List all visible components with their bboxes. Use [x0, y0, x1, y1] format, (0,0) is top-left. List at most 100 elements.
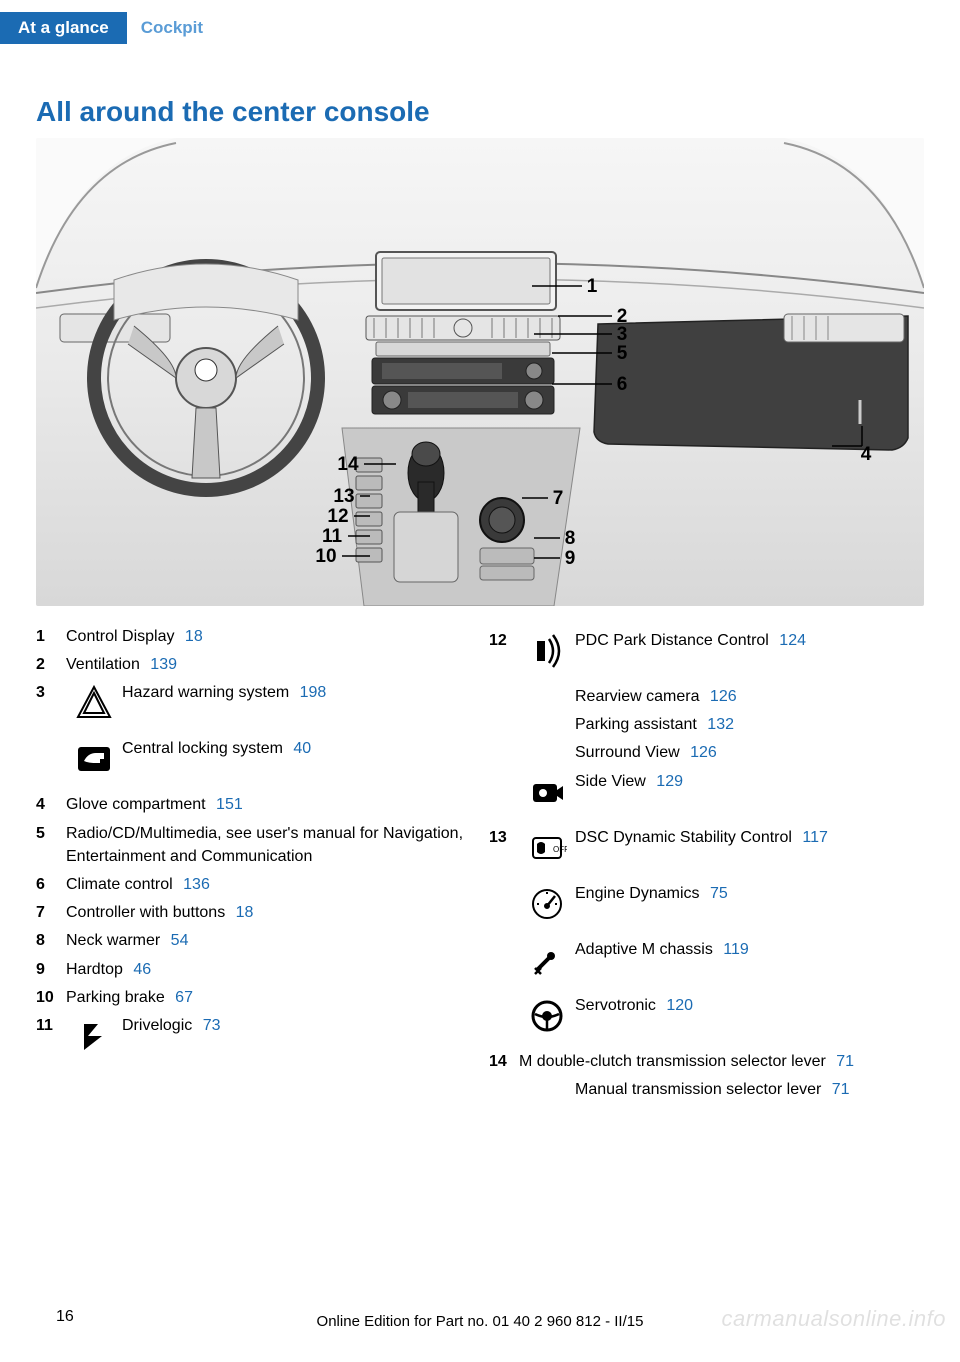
page-ref[interactable]: 120 — [662, 997, 693, 1014]
item-text: Servotronic 120 — [575, 994, 924, 1036]
item-number — [489, 994, 519, 1036]
list-row: Central locking system 40 — [36, 737, 471, 779]
page-ref[interactable]: 18 — [180, 628, 202, 645]
callout-4: 4 — [861, 444, 872, 465]
item-label: Engine Dynamics — [575, 885, 700, 902]
callout-14: 14 — [337, 454, 359, 475]
item-number: 5 — [36, 822, 66, 868]
list-row: 5Radio/CD/Multimedia, see user's manual … — [36, 822, 471, 868]
page-ref[interactable]: 46 — [129, 961, 151, 978]
callout-10: 10 — [315, 546, 336, 567]
list-row: 3Hazard warning system 198 — [36, 681, 471, 723]
spacer — [519, 685, 575, 708]
item-label: Ventilation — [66, 656, 140, 673]
watermark: carmanualsonline.info — [721, 1306, 946, 1332]
callout-8: 8 — [565, 528, 576, 549]
page-ref[interactable]: 124 — [775, 632, 806, 649]
callout-13: 13 — [333, 486, 354, 507]
item-label: PDC Park Distance Control — [575, 632, 769, 649]
item-number — [489, 938, 519, 980]
item-number: 13 — [489, 826, 519, 868]
list-row: Rearview camera 126 — [489, 685, 924, 708]
item-text: Manual transmission selector lever 71 — [575, 1078, 924, 1101]
page-ref[interactable]: 40 — [289, 740, 311, 757]
list-row: 1Control Display 18 — [36, 625, 471, 648]
list-row: 13OFFDSC Dynamic Stability Control 117 — [489, 826, 924, 868]
page-ref[interactable]: 71 — [827, 1081, 849, 1098]
page-ref[interactable]: 151 — [212, 796, 243, 813]
page-ref[interactable]: 126 — [686, 744, 717, 761]
page-ref[interactable]: 54 — [166, 932, 188, 949]
item-label: Hazard warning system — [122, 684, 289, 701]
item-number: 14 — [489, 1050, 519, 1073]
item-text: Adaptive M chassis 119 — [575, 938, 924, 980]
item-text: Parking brake 67 — [66, 986, 471, 1009]
list-row: 14M double-clutch transmission selector … — [489, 1050, 924, 1073]
item-label: Side View — [575, 773, 646, 790]
page-ref[interactable]: 75 — [706, 885, 728, 902]
spacer — [519, 713, 575, 736]
page-ref[interactable]: 18 — [231, 904, 253, 921]
list-row: 12PDC Park Distance Control 124 — [489, 629, 924, 671]
dsc-off-icon: OFF — [519, 826, 575, 868]
item-label: M double-clutch transmission selector le… — [519, 1053, 826, 1070]
item-text: Glove compartment 151 — [66, 793, 471, 816]
item-number: 7 — [36, 901, 66, 924]
page-ref[interactable]: 136 — [179, 876, 210, 893]
item-number: 2 — [36, 653, 66, 676]
item-number: 4 — [36, 793, 66, 816]
item-label: Glove compartment — [66, 796, 206, 813]
list-row: Adaptive M chassis 119 — [489, 938, 924, 980]
list-row: 7Controller with buttons 18 — [36, 901, 471, 924]
item-number — [489, 1078, 519, 1101]
item-label: Manual transmission selector lever — [575, 1081, 821, 1098]
callout-6: 6 — [617, 374, 628, 395]
callout-9: 9 — [565, 548, 576, 569]
page-ref[interactable]: 67 — [171, 989, 193, 1006]
item-number: 11 — [36, 1014, 66, 1056]
item-text: DSC Dynamic Stability Control 117 — [575, 826, 924, 868]
item-label: Radio/CD/Multimedia, see user's manual f… — [66, 825, 463, 865]
item-number — [36, 737, 66, 779]
callout-12: 12 — [327, 506, 348, 527]
item-text: Engine Dynamics 75 — [575, 882, 924, 924]
list-row: Surround View 126 — [489, 741, 924, 764]
item-text: Hazard warning system 198 — [122, 681, 471, 723]
item-text: Hardtop 46 — [66, 958, 471, 981]
callout-1: 1 — [587, 276, 598, 297]
callout-5: 5 — [617, 343, 628, 364]
steering-icon — [519, 994, 575, 1036]
item-label: Hardtop — [66, 961, 123, 978]
item-text: Climate control 136 — [66, 873, 471, 896]
item-text: Ventilation 139 — [66, 653, 471, 676]
pdc-icon — [519, 629, 575, 671]
item-text: Side View 129 — [575, 770, 924, 812]
callout-7: 7 — [553, 488, 564, 509]
item-text: Central locking system 40 — [122, 737, 471, 779]
list-row: Side View 129 — [489, 770, 924, 812]
item-number: 6 — [36, 873, 66, 896]
page-ref[interactable]: 117 — [798, 829, 828, 846]
list-row: 11Drivelogic 73 — [36, 1014, 471, 1056]
page-ref[interactable]: 198 — [295, 684, 326, 701]
page-ref[interactable]: 129 — [652, 773, 683, 790]
drivelogic-icon — [66, 1014, 122, 1056]
item-number — [489, 741, 519, 764]
page-ref[interactable]: 126 — [705, 688, 736, 705]
item-label: Climate control — [66, 876, 173, 893]
page-ref[interactable]: 73 — [198, 1017, 220, 1034]
item-number — [489, 685, 519, 708]
left-column: 1Control Display 182Ventilation 1393Haza… — [36, 625, 471, 1106]
page-ref[interactable]: 119 — [719, 941, 749, 958]
page-ref[interactable]: 139 — [146, 656, 177, 673]
item-number: 1 — [36, 625, 66, 648]
item-text: Control Display 18 — [66, 625, 471, 648]
content-columns: 1Control Display 182Ventilation 1393Haza… — [36, 625, 924, 1106]
item-text: M double-clutch transmission selector le… — [519, 1050, 924, 1073]
key-rect-icon — [66, 737, 122, 779]
list-row: 9Hardtop 46 — [36, 958, 471, 981]
page-ref[interactable]: 71 — [832, 1053, 854, 1070]
item-label: Central locking system — [122, 740, 283, 757]
page-ref[interactable]: 132 — [703, 716, 734, 733]
item-text: Neck warmer 54 — [66, 929, 471, 952]
